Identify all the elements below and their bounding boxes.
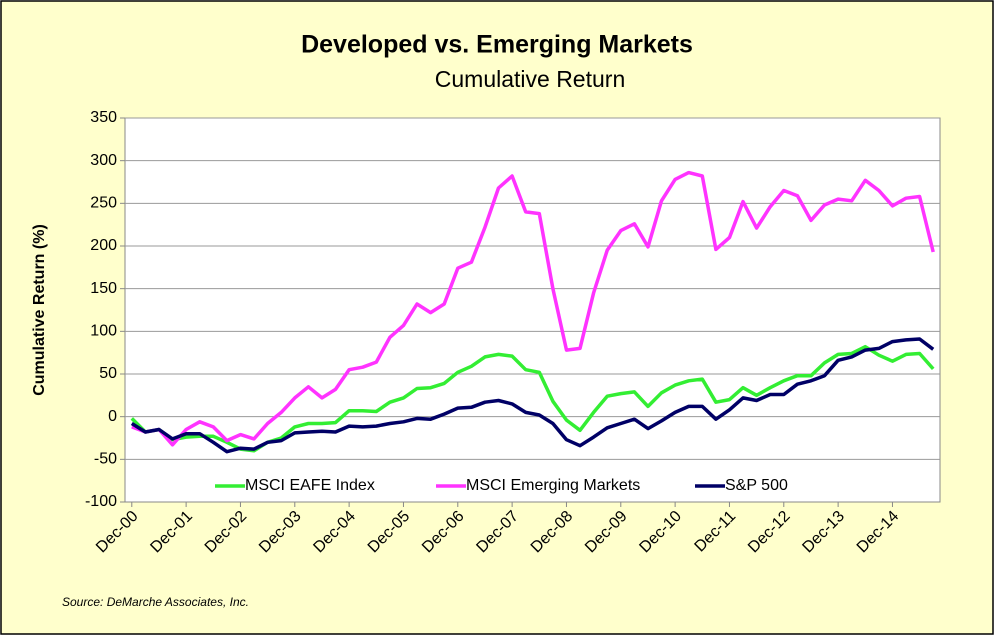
y-tick-label: 150 <box>90 280 117 297</box>
y-tick-label: 50 <box>99 365 117 382</box>
y-tick-label: 200 <box>90 237 117 254</box>
y-axis-label: Cumulative Return (%) <box>31 224 48 396</box>
legend-label: S&P 500 <box>725 477 788 494</box>
legend-label: MSCI Emerging Markets <box>466 477 640 494</box>
plot-area <box>124 117 941 503</box>
legend-label: MSCI EAFE Index <box>245 477 375 494</box>
y-tick-label: 0 <box>108 408 117 425</box>
y-tick-label: 350 <box>90 109 117 126</box>
chart-subtitle: Cumulative Return <box>435 66 625 92</box>
series-line <box>131 170 935 447</box>
source-note: Source: DeMarche Associates, Inc. <box>62 595 249 609</box>
y-tick-label: -50 <box>94 451 117 468</box>
y-tick-label: 250 <box>90 195 117 212</box>
y-tick-label: -100 <box>85 493 117 510</box>
series-line <box>130 337 935 454</box>
chart-title: Developed vs. Emerging Markets <box>301 31 693 59</box>
y-tick-label: 100 <box>90 323 117 340</box>
y-tick-label: 300 <box>90 152 117 169</box>
